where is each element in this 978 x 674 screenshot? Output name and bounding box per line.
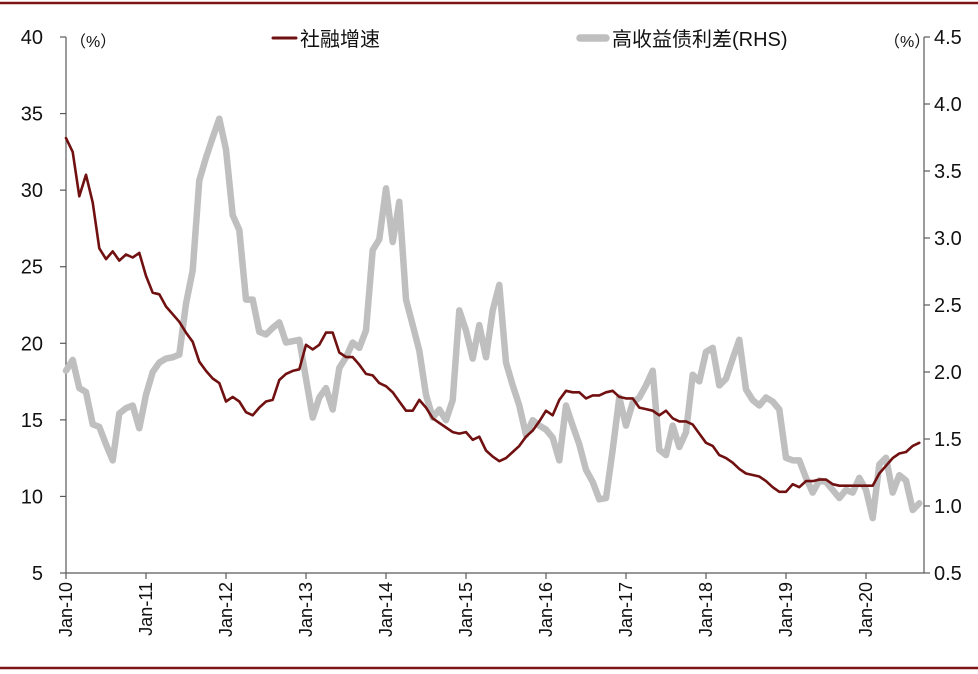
legend-label-left-series: 社融增速	[300, 28, 380, 51]
y-left-tick-label: 40	[21, 27, 43, 49]
y-right-ticks: 4.5 4.0 3.5 3.0 2.5 2.0 1.5 1.0 0.5	[924, 27, 962, 585]
y-right-tick-label: 4.0	[934, 94, 962, 116]
x-ticks: Jan-10 Jan-11 Jan-12 Jan-13 Jan-14 Jan-15 Jan-…	[56, 573, 876, 637]
y-left-unit-label: （%）	[70, 33, 116, 51]
legend-entry-left-series: 社融增速	[271, 28, 380, 51]
y-right-tick-label: 3.0	[934, 228, 962, 250]
y-left-ticks: 40 35 30 25 20 15 10 5	[21, 27, 66, 585]
y-left-tick-label: 20	[21, 333, 43, 355]
series-line-right-axis	[62, 115, 923, 522]
y-right-tick-label: 4.5	[934, 27, 962, 49]
y-left-tick-label: 10	[21, 486, 43, 508]
legend-label-right-series: 高收益债利差(RHS)	[612, 28, 788, 51]
y-right-tick-label: 1.0	[934, 496, 962, 518]
x-tick-label: Jan-17	[616, 582, 636, 637]
legend: 社融增速 高收益债利差(RHS)	[271, 28, 788, 51]
y-right-unit-label: （%）	[884, 33, 930, 51]
y-right-tick-label: 2.5	[934, 295, 962, 317]
y-right-tick-label: 2.0	[934, 362, 962, 384]
x-tick-label: Jan-11	[136, 582, 156, 636]
y-left-tick-label: 25	[21, 257, 43, 279]
x-tick-label: Jan-12	[216, 582, 236, 637]
legend-entry-right-series: 高收益债利差(RHS)	[576, 28, 788, 51]
x-tick-label: Jan-14	[376, 582, 396, 637]
x-tick-label: Jan-20	[856, 582, 876, 637]
x-tick-label: Jan-13	[296, 582, 316, 637]
series-line-left-axis	[64, 136, 921, 494]
y-left-tick-label: 5	[32, 563, 43, 585]
y-right-tick-label: 0.5	[934, 563, 962, 585]
x-tick-label: Jan-15	[456, 582, 476, 637]
x-tick-label: Jan-18	[696, 582, 716, 637]
y-left-tick-label: 15	[21, 410, 43, 432]
x-tick-label: Jan-10	[56, 582, 76, 637]
x-tick-label: Jan-16	[536, 582, 556, 637]
y-left-tick-label: 30	[21, 180, 43, 202]
y-right-tick-label: 3.5	[934, 161, 962, 183]
x-tick-label: Jan-19	[776, 582, 796, 637]
y-left-tick-label: 35	[21, 104, 43, 126]
y-right-tick-label: 1.5	[934, 429, 962, 451]
series-layer	[62, 115, 923, 522]
